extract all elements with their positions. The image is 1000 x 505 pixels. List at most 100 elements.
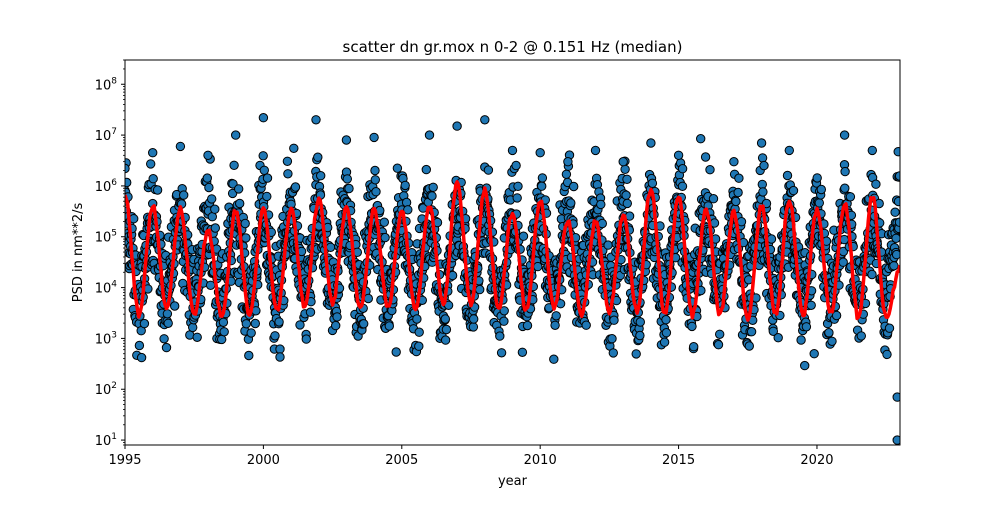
- scatter-point: [170, 301, 180, 311]
- scatter-point: [342, 174, 352, 184]
- scatter-point: [179, 190, 189, 200]
- scatter-point: [313, 152, 323, 162]
- scatter-point: [759, 160, 769, 171]
- scatter-point: [801, 322, 812, 332]
- scatter-point: [207, 194, 217, 204]
- scatter-point: [363, 293, 373, 304]
- scatter-point: [773, 333, 783, 343]
- scatter-point: [290, 182, 301, 192]
- scatter-point: [673, 150, 684, 161]
- scatter-point: [507, 145, 518, 156]
- scatter-point: [603, 240, 613, 250]
- x-tick-label: 2010: [524, 453, 557, 468]
- scatter-point: [689, 342, 699, 352]
- scatter-point: [480, 115, 490, 125]
- scatter-point: [757, 153, 768, 163]
- scatter-point: [708, 194, 719, 204]
- scatter-point: [205, 280, 216, 290]
- scatter-point: [301, 334, 311, 344]
- scatter-point: [202, 173, 213, 183]
- scatter-point: [229, 160, 239, 171]
- scatter-point: [729, 157, 739, 167]
- scatter-point: [733, 187, 743, 198]
- scatter-point: [796, 335, 806, 345]
- scatter-point: [210, 223, 221, 233]
- scatter-point: [756, 138, 767, 148]
- x-tick-label: 1995: [108, 453, 141, 468]
- scatter-point: [647, 178, 658, 189]
- scatter-point: [311, 115, 321, 125]
- scatter-point: [421, 164, 431, 175]
- x-tick-label: 2015: [662, 453, 695, 468]
- scatter-point: [824, 328, 834, 338]
- scatter-point: [563, 157, 573, 167]
- scatter-point: [203, 150, 213, 161]
- scatter-point: [163, 318, 173, 328]
- scatter-point: [608, 348, 618, 358]
- scatter-point: [758, 187, 768, 197]
- scatter-point: [715, 329, 725, 339]
- scatter-point: [241, 233, 251, 243]
- scatter-point: [469, 314, 479, 324]
- scatter-point: [412, 314, 422, 324]
- scatter-point: [537, 173, 548, 183]
- scatter-point: [512, 193, 522, 203]
- scatter-point: [522, 320, 533, 331]
- scatter-point: [259, 165, 269, 176]
- scatter-point: [513, 181, 523, 192]
- scatter-point: [618, 157, 628, 167]
- scatter-point: [452, 121, 462, 131]
- scatter-point: [231, 130, 241, 140]
- scatter-point: [812, 173, 822, 183]
- scatter-point: [809, 349, 819, 359]
- scatter-point: [204, 182, 214, 193]
- scatter-point: [440, 335, 451, 345]
- scatter-point: [391, 347, 401, 357]
- scatter-point: [840, 166, 850, 177]
- scatter-point: [262, 173, 273, 183]
- scatter-point: [161, 342, 172, 353]
- scatter-point: [262, 191, 272, 202]
- chart-title: scatter dn gr.mox n 0-2 @ 0.151 Hz (medi…: [343, 38, 683, 56]
- scatter-point: [258, 151, 268, 161]
- scatter-point: [139, 318, 150, 329]
- scatter-point: [621, 190, 631, 200]
- scatter-point: [806, 300, 816, 310]
- scatter-point: [282, 156, 293, 167]
- scatter-point: [384, 321, 394, 331]
- scatter-point: [331, 320, 341, 331]
- scatter-point: [499, 306, 509, 316]
- scatter-point: [659, 337, 670, 347]
- scatter-point: [867, 269, 877, 280]
- scatter-point: [244, 350, 254, 361]
- scatter-point: [620, 164, 630, 175]
- scatter-point: [468, 322, 479, 332]
- scatter-point: [537, 181, 547, 191]
- scatter-point: [551, 311, 561, 321]
- scatter-point: [561, 169, 572, 180]
- scatter-point: [125, 177, 132, 188]
- scatter-point: [344, 183, 354, 194]
- scatter-point: [609, 315, 619, 325]
- scatter-point: [400, 180, 410, 191]
- scatter-point: [414, 341, 424, 351]
- scatter-point: [241, 319, 252, 329]
- scatter-point: [517, 347, 528, 357]
- scatter-point: [700, 152, 711, 162]
- scatter-point: [283, 169, 293, 179]
- scatter-point: [403, 205, 413, 215]
- scatter-point: [316, 171, 326, 181]
- scatter-point: [134, 340, 145, 351]
- scatter-point: [371, 187, 381, 197]
- scatter-point: [258, 113, 269, 123]
- scatter-point: [569, 181, 579, 192]
- scatter-point: [696, 134, 706, 144]
- scatter-point: [890, 207, 900, 217]
- scatter-point: [839, 130, 850, 140]
- scatter-point: [295, 320, 305, 330]
- scatter-point: [784, 145, 794, 156]
- scatter-point: [218, 317, 229, 327]
- scatter-point: [240, 218, 250, 229]
- scatter-point: [839, 234, 849, 245]
